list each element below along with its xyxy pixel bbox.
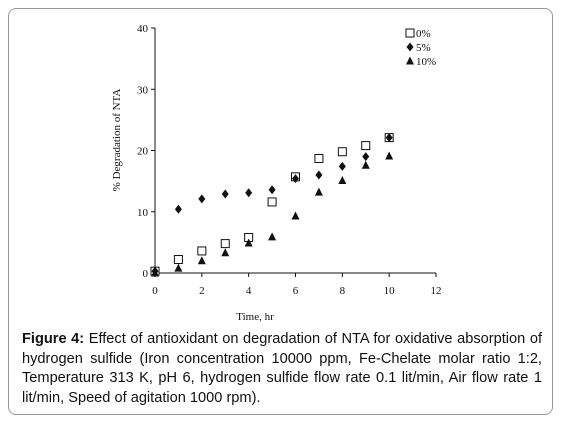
caption-label: Figure 4: [22,331,85,347]
data-point [292,174,299,184]
x-tick-label: 12 [431,285,442,297]
data-point [221,189,229,199]
series-1 [150,133,394,276]
figure-caption: Figure 4: Effect of antioxidant on degra… [22,330,542,408]
data-point [315,170,323,180]
data-point [220,239,230,249]
legend-label: 5% [416,42,431,54]
chart-axes: 0 10 20 30 40 0 2 4 6 8 10 12 [137,23,442,297]
legend-marker [405,28,415,38]
data-point [197,256,206,265]
data-point [198,194,206,204]
legend-marker [406,56,414,65]
y-tick-label: 30 [137,84,149,96]
data-point [338,176,347,185]
series-3 [151,151,394,277]
data-point [361,160,370,169]
data-point [385,133,393,143]
scatter-chart: 0 10 20 30 40 0 2 4 6 8 10 12 0% 5% 10% Time, hr % De… [111,23,442,323]
data-point [245,188,253,198]
x-tick-label: 10 [384,285,396,297]
data-point [174,263,183,272]
x-tick-label: 4 [246,285,252,297]
x-tick-label: 6 [293,285,299,297]
data-point [151,268,159,277]
y-tick-label: 0 [143,268,149,280]
data-point [361,141,371,151]
legend-label: 10% [416,56,436,68]
data-point [244,238,253,247]
y-tick-label: 10 [137,207,149,219]
x-axis-title: Time, hr [236,311,274,323]
y-tick-label: 20 [137,146,149,158]
y-tick-label: 40 [137,23,149,35]
data-point [173,255,183,265]
data-point [314,187,323,196]
data-point [174,204,182,214]
data-point [385,151,394,160]
y-axis-title: % Degradation of NTA [111,89,123,192]
chart-marks [150,133,394,277]
data-point [362,152,370,162]
figure-frame [8,8,553,415]
chart-legend: 0% 5% 10% [405,28,436,68]
caption-text: Effect of antioxidant on degradation of … [22,331,543,406]
data-point [314,153,324,163]
x-tick-label: 8 [340,285,346,297]
data-point [268,185,276,195]
x-tick-label: 2 [199,285,205,297]
data-point [267,197,277,207]
data-point [197,246,207,256]
legend-marker [406,42,414,52]
data-point [338,161,346,171]
data-point [337,147,347,157]
data-point [291,211,300,220]
x-tick-label: 0 [152,285,158,297]
legend-label: 0% [416,28,431,40]
data-point [221,248,230,257]
data-point [268,232,277,241]
